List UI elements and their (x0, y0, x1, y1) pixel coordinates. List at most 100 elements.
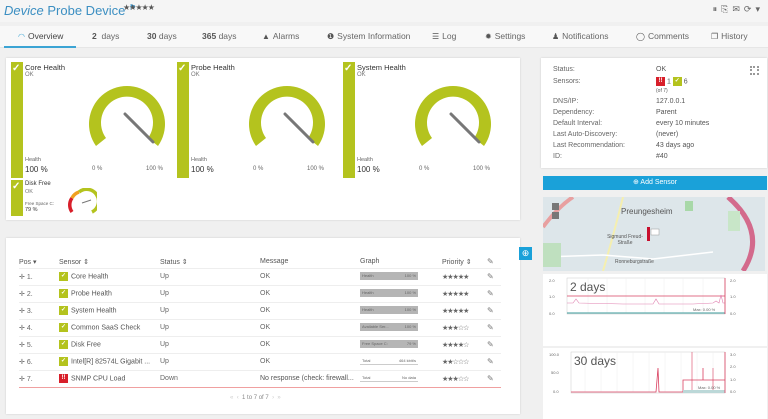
priority-stars[interactable]: ★★★★★ (442, 302, 487, 320)
edit-icon[interactable]: ✎ (487, 323, 494, 332)
tab-settings[interactable]: ✹ Settings (485, 31, 525, 41)
gauge-max: 100 % (307, 166, 325, 172)
priority-stars[interactable]: ★★★★☆ (442, 336, 487, 354)
drag-handle-icon[interactable]: ✛ (19, 358, 27, 366)
mail-icon[interactable]: ✉ (732, 4, 740, 14)
tab-alarms[interactable]: ▲ Alarms (262, 31, 299, 41)
dependency-value[interactable]: Parent (656, 109, 677, 116)
gauge-disk-free[interactable]: ✓ Disk Free OK Free Space C: 79 % (11, 180, 97, 216)
table-row[interactable]: ✛ 3. ✓ System Health Up OK Health 100 % ★★… (19, 302, 501, 320)
gauge-core-health[interactable]: ✓ Core Health OK Health 100 % 0 % 100 % (11, 62, 174, 178)
sensor-name[interactable]: System Health (71, 307, 117, 315)
svg-text:50.0: 50.0 (551, 370, 560, 375)
sensor-table: Pos ▾ Sensor ⇕ Status ⇕ Message Graph Pr… (19, 256, 501, 388)
drag-handle-icon[interactable]: ✛ (19, 341, 27, 349)
status-bar: ✓ (343, 62, 355, 178)
edit-icon[interactable]: ✎ (487, 306, 494, 315)
edit-icon[interactable]: ✎ (487, 340, 494, 349)
sensor-name[interactable]: Core Health (71, 273, 109, 281)
id-value: #40 (656, 153, 668, 160)
flag-icon[interactable]: ⚑ (129, 3, 137, 12)
tab-system-information[interactable]: ❶ System Information (327, 31, 410, 41)
up-sensors-icon[interactable]: ✓ (672, 77, 682, 86)
priority-stars[interactable]: ★★★★★ (442, 285, 487, 303)
toolbar-icons: ⏸ ⎘ ✉ ⟳ ▾ (713, 4, 760, 15)
next-page-button[interactable]: › (272, 395, 275, 401)
prev-page-button[interactable]: ‹ (236, 395, 239, 401)
col-status[interactable]: Status ⇕ (160, 256, 260, 269)
tab-label: days (218, 31, 237, 41)
history-icon: ❐ (711, 32, 719, 41)
drag-handle-icon[interactable]: ✛ (19, 375, 27, 383)
status-bar: ✓ (11, 62, 23, 178)
drag-handle-icon[interactable]: ✛ (19, 324, 27, 332)
tab-label: Log (442, 31, 457, 41)
table-row[interactable]: ✛ 1. ✓ Core Health Up OK Health 100 % ★★★★… (19, 268, 501, 286)
qr-code-icon[interactable] (750, 66, 759, 75)
comment-icon: ◯ (636, 32, 645, 41)
last-page-button[interactable]: » (277, 395, 281, 401)
gauge-name: Core Health (25, 63, 66, 72)
table-row[interactable]: ✛ 2. ✓ Probe Health Up OK Health 100 % ★★★… (19, 285, 501, 303)
first-page-button[interactable]: « (230, 395, 234, 401)
row-pos: 7. (26, 375, 33, 383)
tab-label: System Information (337, 31, 411, 41)
refresh-icon[interactable]: ⟳ (743, 4, 752, 14)
up-count[interactable]: 6 (683, 78, 688, 86)
pause-icon[interactable]: ⏸ (712, 4, 718, 14)
col-priority[interactable]: Priority ⇕ (442, 256, 487, 269)
priority-stars[interactable]: ★★★★★ (442, 268, 487, 286)
priority-stars[interactable]: ★★★☆☆ (442, 370, 487, 388)
down-sensors-icon[interactable]: !! (656, 77, 665, 86)
table-row[interactable]: ✛ 5. ✓ Disk Free Up OK Free Space C: 79 % … (19, 336, 501, 354)
drag-handle-icon[interactable]: ✛ (19, 273, 27, 281)
tab-log[interactable]: ☰ Log (432, 31, 456, 41)
tab-2-days[interactable]: 2 days (92, 31, 119, 41)
sensor-name[interactable]: SNMP CPU Load (71, 375, 126, 383)
gauge-system-health[interactable]: ✓ System Health OK Health 100 % 0 % 100 … (343, 62, 506, 178)
sensor-status: Up (160, 353, 260, 371)
table-row[interactable]: ✛ 7. !! SNMP CPU Load Down No response (c… (19, 370, 501, 388)
sensor-name[interactable]: Disk Free (71, 341, 101, 349)
edit-icon[interactable]: ✎ (487, 374, 494, 383)
sensor-name[interactable]: Intel[R] 82574L Gigabit ... (71, 358, 151, 366)
down-count[interactable]: 1 (666, 78, 671, 86)
tab-history[interactable]: ❐ History (711, 31, 748, 41)
gauge-probe-health[interactable]: ✓ Probe Health OK Health 100 % 0 % 100 % (177, 62, 340, 178)
col-sensor[interactable]: Sensor ⇕ (59, 256, 160, 269)
edit-icon[interactable]: ✎ (487, 272, 494, 281)
priority-stars[interactable]: ★★★★★ (123, 3, 155, 12)
table-row[interactable]: ✛ 6. ✓ Intel[R] 82574L Gigabit ... Up OK … (19, 353, 501, 371)
table-row[interactable]: ✛ 4. ✓ Common SaaS Check Up OK Available … (19, 319, 501, 337)
id-label: ID: (553, 153, 562, 160)
gauges-panel: ✓ Core Health OK Health 100 % 0 % 100 % … (6, 58, 520, 220)
edit-icon[interactable]: ✎ (487, 357, 494, 366)
tab-overview[interactable]: ◠ Overview (18, 31, 63, 41)
row-pos: 1. (26, 273, 33, 281)
priority-stars[interactable]: ★★★☆☆ (442, 319, 487, 337)
sensors-label: Sensors: (553, 78, 581, 85)
priority-stars[interactable]: ★★☆☆☆ (442, 353, 487, 371)
chart-2-days[interactable]: 2.0 1.0 0.0 2.0 1.0 0.0 Max: 0.00 % 2 days (543, 274, 767, 346)
col-pos[interactable]: Pos ▾ (19, 256, 59, 269)
add-sensor-button[interactable]: ⊕ Add Sensor (543, 176, 767, 190)
edit-icon[interactable]: ✎ (487, 257, 494, 267)
chart-30-days[interactable]: 100.0 50.0 0.0 3.0 2.0 1.0 0.0 Max: 0.00 % 30… (543, 348, 767, 419)
tab-365-days[interactable]: 365 days (202, 31, 237, 41)
tab-30-days[interactable]: 30 days (147, 31, 177, 41)
check-icon: ✓ (344, 63, 353, 74)
edit-icon[interactable]: ✎ (487, 289, 494, 298)
dropdown-icon[interactable]: ▾ (755, 4, 760, 14)
add-sensor-plus-button[interactable]: ⊕ (519, 247, 532, 260)
tab-comments[interactable]: ◯ Comments (636, 31, 689, 41)
check-icon: ✓ (12, 63, 21, 74)
location-map[interactable]: Preungesheim Sigmund Freud-Straße Ronneb… (543, 197, 765, 271)
export-icon[interactable]: ⎘ (721, 4, 729, 14)
drag-handle-icon[interactable]: ✛ (19, 307, 27, 315)
sensor-name[interactable]: Probe Health (71, 290, 112, 298)
drag-handle-icon[interactable]: ✛ (19, 290, 27, 298)
tab-notifications[interactable]: ♟ Notifications (552, 31, 608, 41)
status-label: Status: (553, 66, 575, 73)
sensor-name[interactable]: Common SaaS Check (71, 324, 141, 332)
row-pos: 6. (26, 358, 33, 366)
